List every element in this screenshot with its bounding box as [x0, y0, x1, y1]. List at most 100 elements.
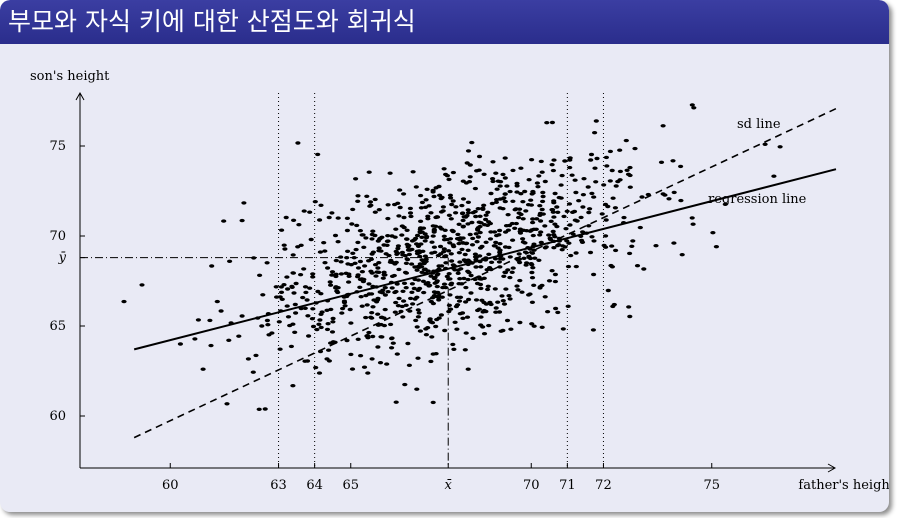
data-point [428, 359, 434, 364]
data-point [392, 310, 398, 314]
data-point [517, 278, 523, 283]
data-point [457, 277, 463, 281]
data-point [516, 252, 522, 256]
data-point [505, 228, 511, 232]
data-point [386, 253, 392, 258]
data-point [558, 183, 564, 187]
data-point [375, 266, 381, 270]
data-point [576, 199, 582, 203]
data-point [399, 233, 405, 237]
y-tick-label: 65 [49, 319, 66, 334]
data-point [467, 163, 473, 167]
data-point [283, 215, 289, 220]
x-axis-label: father's height [798, 478, 889, 493]
data-point [514, 190, 520, 194]
data-point [376, 208, 382, 212]
data-point [389, 274, 396, 278]
data-point [361, 277, 367, 282]
data-point [285, 287, 291, 291]
data-point [428, 320, 434, 324]
data-point [613, 184, 619, 188]
data-point [441, 282, 448, 286]
data-point [691, 106, 697, 110]
data-point [490, 177, 496, 181]
data-point [372, 197, 378, 202]
data-point [588, 152, 595, 157]
data-point [441, 234, 447, 238]
data-point [522, 189, 528, 194]
data-point [469, 140, 475, 145]
data-point [572, 178, 578, 182]
data-point [538, 240, 544, 245]
data-point [389, 346, 395, 350]
data-point [451, 347, 457, 351]
data-point [544, 121, 550, 125]
data-point [325, 266, 331, 270]
data-point [586, 210, 592, 215]
slide: 부모와 자식 키에 대한 산점도와 회귀식 60 63 64 65 x̄ 70 71 72 75… [0, 0, 889, 512]
data-point [462, 252, 468, 257]
data-point [539, 207, 545, 212]
data-point [241, 201, 247, 205]
data-point [405, 341, 411, 346]
data-point [567, 158, 573, 162]
data-point [524, 261, 530, 265]
data-point [430, 234, 436, 238]
data-point [594, 156, 600, 161]
data-point [388, 322, 394, 327]
data-point [446, 213, 452, 217]
data-point [301, 209, 307, 213]
data-point [621, 215, 627, 220]
data-point [387, 171, 393, 175]
data-point [262, 407, 268, 411]
data-point [392, 262, 398, 266]
data-point [405, 248, 412, 252]
data-point [485, 210, 491, 214]
data-point [333, 258, 339, 263]
data-point [315, 289, 321, 294]
data-point [502, 176, 508, 180]
data-point [454, 237, 461, 241]
data-point [419, 235, 425, 239]
data-point [492, 230, 498, 234]
data-point [530, 189, 536, 194]
data-point [442, 328, 448, 333]
data-point [555, 310, 561, 315]
points-layer [121, 103, 783, 411]
data-point [490, 160, 496, 164]
data-point [363, 236, 369, 240]
data-point [500, 197, 506, 201]
data-point [517, 260, 523, 265]
data-point [452, 268, 458, 272]
data-point [363, 315, 369, 320]
data-point [396, 267, 402, 272]
data-point [348, 321, 354, 325]
data-point [350, 207, 356, 212]
data-point [288, 344, 294, 349]
data-point [610, 196, 616, 200]
data-point [410, 302, 416, 306]
data-point [381, 323, 387, 328]
data-point [580, 230, 586, 234]
data-point [401, 281, 408, 285]
data-point [425, 281, 431, 285]
data-point [630, 239, 636, 243]
data-point [482, 223, 488, 227]
data-point [451, 244, 457, 249]
data-point [589, 191, 595, 196]
data-point [514, 184, 520, 188]
data-point [496, 310, 503, 314]
data-point [377, 361, 384, 365]
data-point [542, 179, 548, 184]
data-point [578, 215, 584, 220]
data-point [540, 199, 546, 204]
y-tick-label: ȳ [58, 251, 67, 266]
data-point [433, 224, 439, 228]
data-point [549, 163, 555, 167]
data-point [379, 315, 385, 319]
data-point [551, 201, 557, 205]
data-point [177, 342, 183, 346]
data-point [465, 200, 471, 204]
data-point [609, 265, 616, 269]
data-point [293, 311, 299, 315]
